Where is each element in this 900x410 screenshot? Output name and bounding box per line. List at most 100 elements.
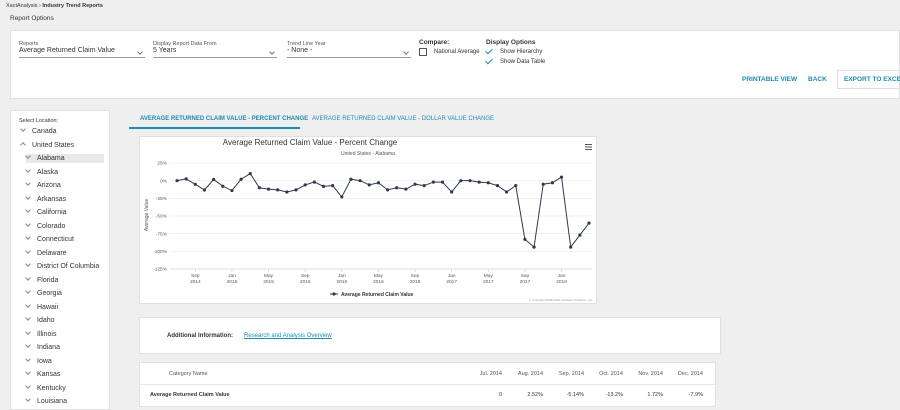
- location-item[interactable]: Illinois: [26, 331, 56, 338]
- x-tick-label: 2018: [556, 279, 567, 285]
- chevron[interactable]: [25, 329, 31, 335]
- chevron[interactable]: [25, 342, 31, 348]
- chevron[interactable]: [20, 142, 26, 148]
- x-tick-label: Sep: [521, 273, 530, 279]
- data-point: [359, 179, 362, 182]
- check-icon[interactable]: [485, 47, 493, 55]
- location-name: Canada: [32, 128, 57, 135]
- chevron[interactable]: [25, 167, 31, 173]
- tab[interactable]: AVERAGE RETURNED CLAIM VALUE - DOLLAR VA…: [312, 116, 494, 122]
- chevron[interactable]: [25, 248, 31, 254]
- chevron[interactable]: [25, 207, 31, 213]
- chevron[interactable]: [25, 275, 31, 281]
- location-item[interactable]: District Of Columbia: [26, 263, 99, 270]
- tab-underline: [129, 127, 300, 129]
- button[interactable]: BACK: [808, 76, 827, 83]
- trend-select[interactable]: - None -: [287, 47, 411, 58]
- location-item[interactable]: California: [26, 209, 67, 216]
- breadcrumb-current: Industry Trend Reports: [42, 3, 103, 9]
- location-name: Hawaii: [37, 304, 58, 311]
- chevron[interactable]: [25, 221, 31, 227]
- chevron[interactable]: [25, 396, 31, 402]
- location-item[interactable]: Idaho: [26, 317, 55, 324]
- x-tick-label: Sep: [191, 273, 200, 279]
- menu-icon[interactable]: [585, 144, 592, 150]
- breadcrumb-link[interactable]: XactAnalysis: [6, 3, 38, 9]
- chevron[interactable]: [25, 356, 31, 362]
- check-icon[interactable]: [485, 57, 493, 65]
- location-item[interactable]: Alaska: [26, 169, 58, 176]
- button[interactable]: PRINTABLE VIEW: [742, 76, 797, 83]
- location-item[interactable]: Arizona: [26, 182, 61, 189]
- chart: Average Returned Claim Value - Percent C…: [140, 137, 596, 303]
- data-point: [514, 184, 517, 187]
- data-point: [395, 186, 398, 189]
- table-cell: 0: [499, 392, 502, 398]
- chevron[interactable]: [25, 383, 31, 389]
- location-name: Indiana: [37, 344, 60, 351]
- chevron[interactable]: [25, 153, 31, 159]
- data-point: [432, 180, 435, 183]
- location-name: Arizona: [37, 182, 61, 189]
- location-item[interactable]: Louisiana: [26, 398, 67, 405]
- chevron[interactable]: [25, 194, 31, 200]
- data-point: [587, 221, 590, 224]
- y-tick-label: -25%: [156, 196, 168, 202]
- data-point: [377, 181, 380, 184]
- data-point: [340, 195, 343, 198]
- period-select[interactable]: 5 Years: [153, 47, 277, 58]
- chevron[interactable]: [25, 180, 31, 186]
- location-item[interactable]: Kentucky: [26, 385, 66, 392]
- chevron[interactable]: [20, 126, 26, 132]
- data-point: [267, 188, 270, 191]
- reports-select[interactable]: Average Returned Claim Value: [19, 47, 145, 58]
- link[interactable]: Research and Analysis Overview: [244, 333, 332, 339]
- chevron[interactable]: [25, 261, 31, 267]
- data-point: [523, 238, 526, 241]
- location-item[interactable]: Connecticut: [26, 236, 74, 243]
- location-item[interactable]: Hawaii: [26, 304, 58, 311]
- checkbox[interactable]: [419, 48, 427, 56]
- data-point: [386, 188, 389, 191]
- x-tick-label: 2015: [263, 279, 274, 285]
- chart-title: Average Returned Claim Value - Percent C…: [223, 138, 398, 147]
- location-item[interactable]: Delaware: [26, 250, 67, 257]
- x-tick-label: 2017: [446, 279, 457, 285]
- location-item[interactable]: Colorado: [26, 223, 65, 230]
- chevron[interactable]: [25, 302, 31, 308]
- y-tick-label: -125%: [153, 267, 168, 273]
- legend-marker: [332, 292, 335, 295]
- data-point: [304, 183, 307, 186]
- location-item[interactable]: Georgia: [26, 290, 62, 297]
- chevron[interactable]: [25, 369, 31, 375]
- data-point: [368, 183, 371, 186]
- table-cell: 1.72%: [647, 392, 663, 398]
- legend-label[interactable]: Average Returned Claim Value: [341, 292, 414, 298]
- tab[interactable]: AVERAGE RETURNED CLAIM VALUE - PERCENT C…: [140, 116, 308, 122]
- location-item[interactable]: Iowa: [26, 358, 52, 365]
- location-item[interactable]: Arkansas: [26, 196, 66, 203]
- table-header: Aug. 2014: [518, 371, 543, 377]
- location-item[interactable]: Canada: [21, 128, 57, 135]
- table-cell: Average Returned Claim Value: [150, 392, 230, 398]
- data-point: [203, 188, 206, 191]
- data-point: [542, 183, 545, 186]
- chevron[interactable]: [25, 234, 31, 240]
- checkbox-label: National Average: [434, 49, 480, 55]
- data-point: [249, 172, 252, 175]
- chevron[interactable]: [25, 315, 31, 321]
- location-name: Alabama: [37, 155, 65, 162]
- location-item[interactable]: United States: [21, 142, 74, 149]
- chevron[interactable]: [25, 288, 31, 294]
- data-point: [185, 177, 188, 180]
- location-item[interactable]: Kansas: [26, 371, 60, 378]
- copyright: © Copyright 2003-2018 Xactware Solutions…: [529, 298, 593, 302]
- button[interactable]: EXPORT TO EXCEL: [837, 70, 900, 89]
- location-item[interactable]: Alabama: [26, 154, 104, 163]
- location-item[interactable]: Indiana: [26, 344, 60, 351]
- location-name: Kentucky: [37, 385, 66, 392]
- location-item[interactable]: Florida: [26, 277, 58, 284]
- x-tick-label: 2017: [483, 279, 494, 285]
- data-point: [450, 190, 453, 193]
- x-tick-label: 2016: [336, 279, 347, 285]
